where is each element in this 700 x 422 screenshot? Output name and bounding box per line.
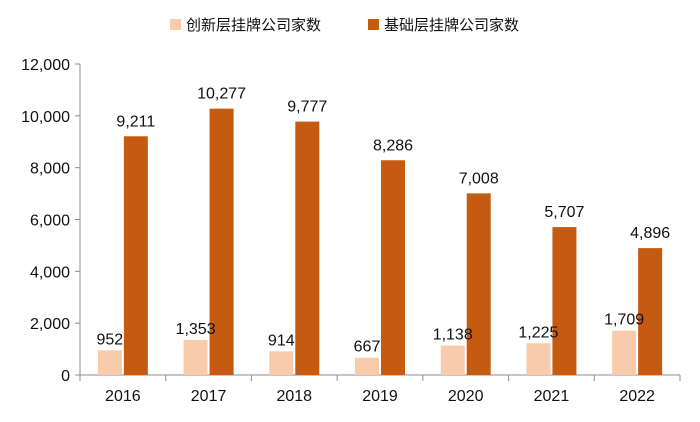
bar-innovation-2017 (183, 339, 208, 375)
y-tick-label: 4,000 (30, 264, 70, 281)
y-tick-label: 12,000 (21, 57, 70, 74)
legend-swatch-0 (170, 19, 181, 30)
x-tick-label: 2017 (191, 388, 227, 405)
bar-innovation-2019 (355, 357, 379, 375)
x-tick-label: 2018 (276, 388, 312, 405)
bar-innovation-2022 (612, 330, 637, 375)
bar-basic-2022 (638, 248, 663, 375)
data-label-innovation-2018: 914 (268, 332, 295, 349)
data-label-basic-2017: 10,277 (197, 86, 246, 103)
x-tick-label: 2019 (362, 388, 398, 405)
bar-innovation-2018 (269, 351, 294, 375)
bar-basic-2020 (466, 193, 491, 375)
data-label-basic-2022: 4,896 (630, 225, 670, 242)
x-axis: 2016 2017 2018 2019 2020 2021 2022 (79, 374, 681, 405)
data-label-innovation-2020: 1,138 (433, 327, 473, 344)
x-tick-label: 2021 (534, 388, 570, 405)
legend-label-0: 创新层挂牌公司家数 (186, 16, 321, 34)
legend-swatch-1 (368, 19, 379, 30)
y-tick-label: 0 (61, 368, 70, 385)
y-tick-label: 10,000 (21, 109, 70, 126)
legend-label-1: 基础层挂牌公司家数 (384, 16, 519, 34)
bar-basic-2016 (123, 136, 148, 375)
data-label-innovation-2019: 667 (354, 339, 381, 356)
data-label-basic-2021: 5,707 (544, 204, 584, 221)
y-tick-label: 6,000 (30, 213, 70, 230)
legend: 创新层挂牌公司家数 基础层挂牌公司家数 (170, 16, 519, 34)
bar-basic-2019 (381, 160, 405, 375)
bar-basic-2017 (209, 108, 234, 375)
bar-innovation-2021 (526, 343, 551, 375)
y-axis: 0 2,000 4,000 6,000 8,000 10,000 12,000 (21, 57, 81, 385)
data-label-innovation-2017: 1,353 (176, 321, 216, 338)
x-tick-label: 2016 (105, 388, 141, 405)
y-tick-label: 2,000 (30, 316, 70, 333)
y-tick-label: 8,000 (30, 161, 70, 178)
bar-innovation-2016 (97, 350, 122, 375)
bar-basic-2021 (552, 227, 577, 375)
bar-basic-2018 (295, 121, 320, 375)
data-label-basic-2019: 8,286 (373, 137, 413, 154)
data-label-basic-2016: 9,211 (116, 113, 155, 130)
x-tick-label: 2022 (619, 388, 655, 405)
data-label-basic-2020: 7,008 (459, 170, 499, 187)
bars (97, 108, 663, 375)
data-label-innovation-2021: 1,225 (518, 324, 558, 341)
bar-innovation-2020 (440, 345, 465, 375)
data-label-basic-2018: 9,777 (287, 99, 327, 116)
data-label-innovation-2016: 952 (97, 331, 124, 348)
x-tick-label: 2020 (448, 388, 484, 405)
data-label-innovation-2022: 1,709 (604, 312, 644, 329)
data-labels: 952 9,211 1,353 10,277 914 9,777 667 8,286 1,138… (97, 86, 671, 356)
